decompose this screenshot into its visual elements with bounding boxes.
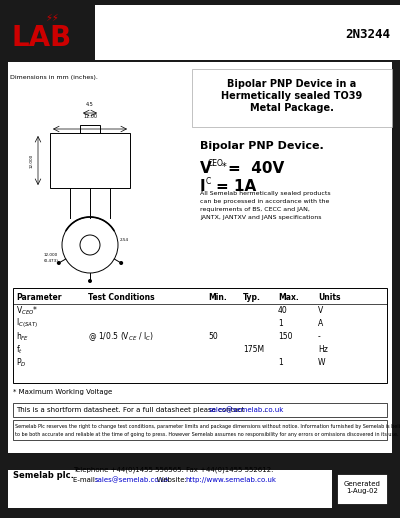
Text: 50: 50 (208, 332, 218, 341)
Text: sales@semelab.co.uk: sales@semelab.co.uk (95, 477, 170, 483)
Text: Bipolar PNP Device.: Bipolar PNP Device. (200, 141, 324, 151)
Text: C: C (206, 177, 211, 186)
Text: I: I (200, 179, 206, 194)
Text: Semelab plc.: Semelab plc. (13, 471, 74, 481)
Text: ⚡⚡: ⚡⚡ (45, 13, 59, 23)
Text: V$_{CEO}$*: V$_{CEO}$* (16, 304, 38, 316)
Text: Metal Package.: Metal Package. (250, 103, 334, 113)
Text: Dimensions in mm (inches).: Dimensions in mm (inches). (10, 75, 98, 80)
Bar (13, 420, 387, 440)
Bar (337, 474, 387, 504)
Text: Bipolar PNP Device in a: Bipolar PNP Device in a (227, 79, 357, 89)
Bar (13, 288, 387, 383)
Bar (8, 62, 392, 453)
Text: All Semelab hermetically sealed products: All Semelab hermetically sealed products (200, 191, 331, 196)
Bar (50, 133, 130, 188)
Text: 150: 150 (278, 332, 292, 341)
Text: V: V (200, 161, 212, 176)
Text: Semelab Plc reserves the right to change test conditions, parameter limits and p: Semelab Plc reserves the right to change… (15, 424, 400, 429)
Text: *: * (222, 162, 227, 172)
Text: E-mail:: E-mail: (73, 477, 100, 483)
Text: h$_{FE}$: h$_{FE}$ (16, 330, 29, 343)
Text: Telephone +44(0)1455 556565. Fax +44(0)1455 552612.: Telephone +44(0)1455 556565. Fax +44(0)1… (73, 467, 273, 473)
Text: (0.473): (0.473) (44, 259, 59, 263)
Text: Max.: Max. (278, 294, 299, 303)
Text: Units: Units (318, 294, 340, 303)
Text: CEO: CEO (208, 159, 224, 168)
Text: f$_t$: f$_t$ (16, 343, 23, 356)
Text: requirements of BS, CECC and JAN,: requirements of BS, CECC and JAN, (200, 207, 310, 212)
Bar (192, 69, 392, 127)
Text: to be both accurate and reliable at the time of going to press. However Semelab : to be both accurate and reliable at the … (15, 432, 398, 437)
Text: 12.00: 12.00 (83, 114, 97, 119)
Text: Website:: Website: (150, 477, 189, 483)
Text: Hermetically sealed TO39: Hermetically sealed TO39 (221, 91, 363, 101)
Text: http://www.semelab.co.uk: http://www.semelab.co.uk (186, 477, 277, 483)
Text: V: V (318, 306, 323, 315)
Bar (80, 125, 100, 133)
Text: 2.54: 2.54 (120, 238, 129, 242)
Text: * Maximum Working Voltage: * Maximum Working Voltage (13, 389, 112, 395)
Text: can be processed in accordance with the: can be processed in accordance with the (200, 199, 329, 204)
Bar (8, 470, 332, 508)
Text: sales@semelab.co.uk: sales@semelab.co.uk (209, 407, 284, 413)
Text: A: A (318, 319, 323, 328)
Text: 175M: 175M (243, 345, 264, 354)
Text: 2N3244: 2N3244 (345, 28, 390, 41)
Text: Generated
1-Aug-02: Generated 1-Aug-02 (344, 482, 380, 495)
Circle shape (88, 279, 92, 283)
Text: 1: 1 (278, 358, 283, 367)
Text: @ 1/0.5 (V$_{CE}$ / I$_C$): @ 1/0.5 (V$_{CE}$ / I$_C$) (88, 330, 154, 343)
Text: =  40V: = 40V (228, 161, 284, 176)
Text: Test Conditions: Test Conditions (88, 294, 155, 303)
Text: Hz: Hz (318, 345, 328, 354)
Text: LAB: LAB (12, 24, 72, 52)
Text: This is a shortform datasheet. For a full datasheet please contact: This is a shortform datasheet. For a ful… (16, 407, 247, 413)
Text: Min.: Min. (208, 294, 227, 303)
Text: P$_D$: P$_D$ (16, 356, 26, 369)
Text: Typ.: Typ. (243, 294, 261, 303)
Bar (95, 5, 400, 60)
Text: 12.000: 12.000 (30, 153, 34, 168)
Bar (13, 403, 387, 417)
Text: W: W (318, 358, 326, 367)
Circle shape (119, 261, 123, 265)
Text: 40: 40 (278, 306, 288, 315)
Text: Parameter: Parameter (16, 294, 62, 303)
Text: 1: 1 (278, 319, 283, 328)
Circle shape (57, 261, 61, 265)
Text: 4.5: 4.5 (86, 102, 94, 107)
Text: 12.000: 12.000 (44, 253, 58, 257)
Text: JANTX, JANTXV and JANS specifications: JANTX, JANTXV and JANS specifications (200, 215, 322, 220)
Text: .: . (264, 407, 266, 413)
Text: -: - (318, 332, 321, 341)
Text: = 1A: = 1A (216, 179, 256, 194)
Text: I$_{C(SAT)}$: I$_{C(SAT)}$ (16, 316, 38, 330)
